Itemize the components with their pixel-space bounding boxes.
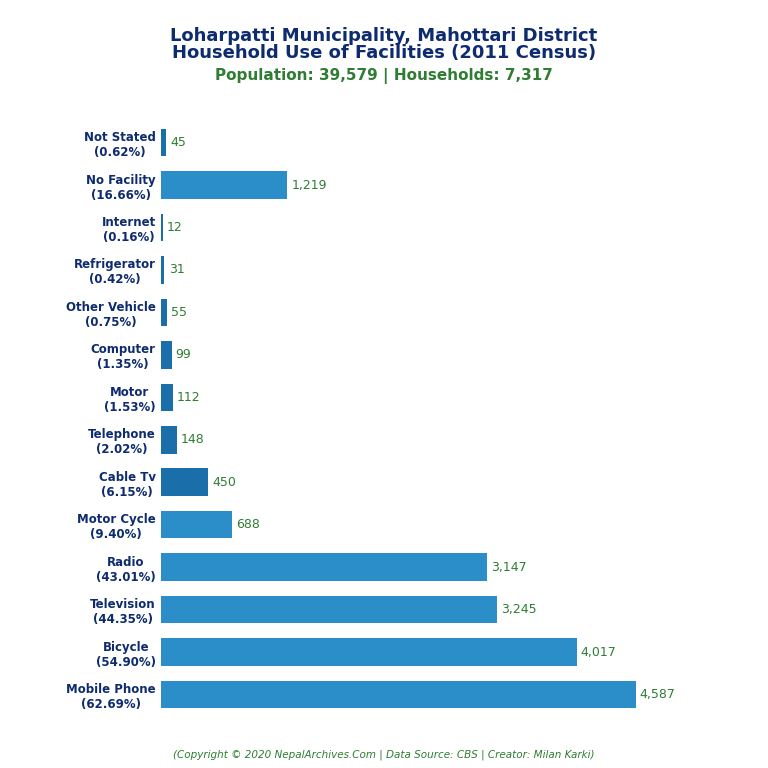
Text: (Copyright © 2020 NepalArchives.Com | Data Source: CBS | Creator: Milan Karki): (Copyright © 2020 NepalArchives.Com | Da… [174,750,594,760]
Text: 148: 148 [180,433,204,446]
Bar [161,426,177,454]
Text: 1,219: 1,219 [291,179,327,191]
Bar [161,680,635,708]
Bar [161,299,167,326]
Bar [161,171,287,199]
Bar [161,257,164,283]
Bar [161,214,163,241]
Text: 99: 99 [176,349,191,362]
Text: 31: 31 [169,263,184,276]
Text: 3,245: 3,245 [501,603,537,616]
Text: 12: 12 [167,221,183,234]
Text: 4,017: 4,017 [581,646,617,658]
Text: 688: 688 [237,518,260,531]
Bar [161,383,173,411]
Bar [161,468,208,496]
Bar [161,341,171,369]
Text: Household Use of Facilities (2011 Census): Household Use of Facilities (2011 Census… [172,44,596,61]
Text: 4,587: 4,587 [640,688,676,701]
Text: 450: 450 [212,475,236,488]
Text: Loharpatti Municipality, Mahottari District: Loharpatti Municipality, Mahottari Distr… [170,27,598,45]
Bar [161,596,497,624]
Text: Population: 39,579 | Households: 7,317: Population: 39,579 | Households: 7,317 [215,68,553,84]
Text: 55: 55 [171,306,187,319]
Bar [161,129,166,157]
Bar [161,511,233,538]
Text: 112: 112 [177,391,200,404]
Text: 45: 45 [170,136,186,149]
Bar [161,638,577,666]
Bar [161,554,487,581]
Text: 3,147: 3,147 [491,561,526,574]
